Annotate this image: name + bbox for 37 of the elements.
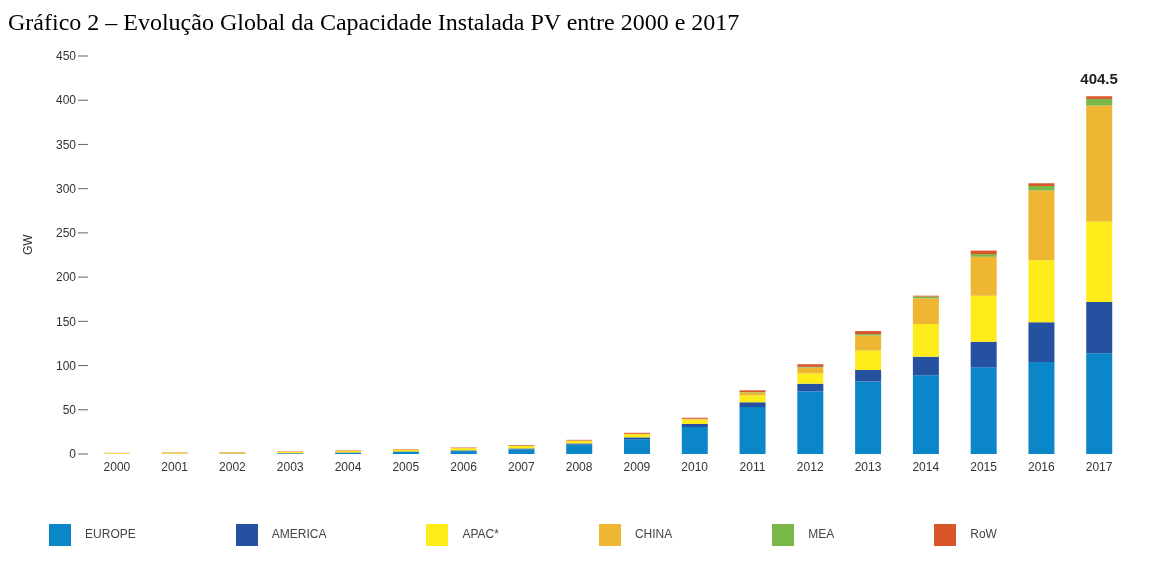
x-tick-label: 2016	[1027, 459, 1055, 474]
y-tick-label: 400	[55, 93, 77, 108]
legend-label: AMERICA	[271, 527, 327, 542]
legend-label: MEA	[808, 527, 835, 542]
y-tick-label: 50	[62, 403, 77, 418]
x-tick-label: 2010	[681, 459, 709, 474]
x-tick-label: 2008	[565, 459, 593, 474]
legend-label: APAC*	[462, 527, 499, 542]
x-tick-label: 2001	[161, 459, 189, 474]
x-tick-label: 2005	[392, 459, 420, 474]
x-tick-label: 2007	[507, 459, 535, 474]
x-tick-label: 2000	[103, 459, 131, 474]
x-tick-label: 2013	[854, 459, 882, 474]
x-tick-label: 2012	[796, 459, 824, 474]
x-tick-label: 2014	[912, 459, 940, 474]
x-tick-label: 2017	[1085, 459, 1113, 474]
y-tick-label: 200	[55, 270, 77, 285]
x-tick-label: 2006	[450, 459, 478, 474]
legend-label: EUROPE	[85, 527, 136, 542]
y-tick-label: 450	[55, 49, 77, 64]
x-tick-label: 2004	[334, 459, 362, 474]
x-tick-label: 2002	[219, 459, 247, 474]
x-tick-label: 2003	[276, 459, 304, 474]
y-tick-label: 350	[55, 137, 77, 152]
legend-label: RoW	[970, 527, 997, 542]
x-tick-label: 2011	[739, 459, 766, 474]
annotation: 404.5	[1080, 70, 1118, 88]
y-tick-label: 0	[69, 447, 77, 462]
y-tick-label: 300	[55, 181, 77, 196]
x-tick-label: 2009	[623, 459, 651, 474]
y-tick-label: 250	[55, 226, 77, 241]
chart-title: Gráfico 2 – Evolução Global da Capacidade Instalada PV entre 2000 e 2017	[8, 8, 741, 36]
y-tick-label: 150	[55, 314, 77, 329]
x-tick-label: 2015	[970, 459, 998, 474]
legend-label: CHINA	[634, 527, 673, 542]
y-axis-title: GW	[21, 233, 36, 255]
y-tick-label: 100	[55, 358, 77, 373]
